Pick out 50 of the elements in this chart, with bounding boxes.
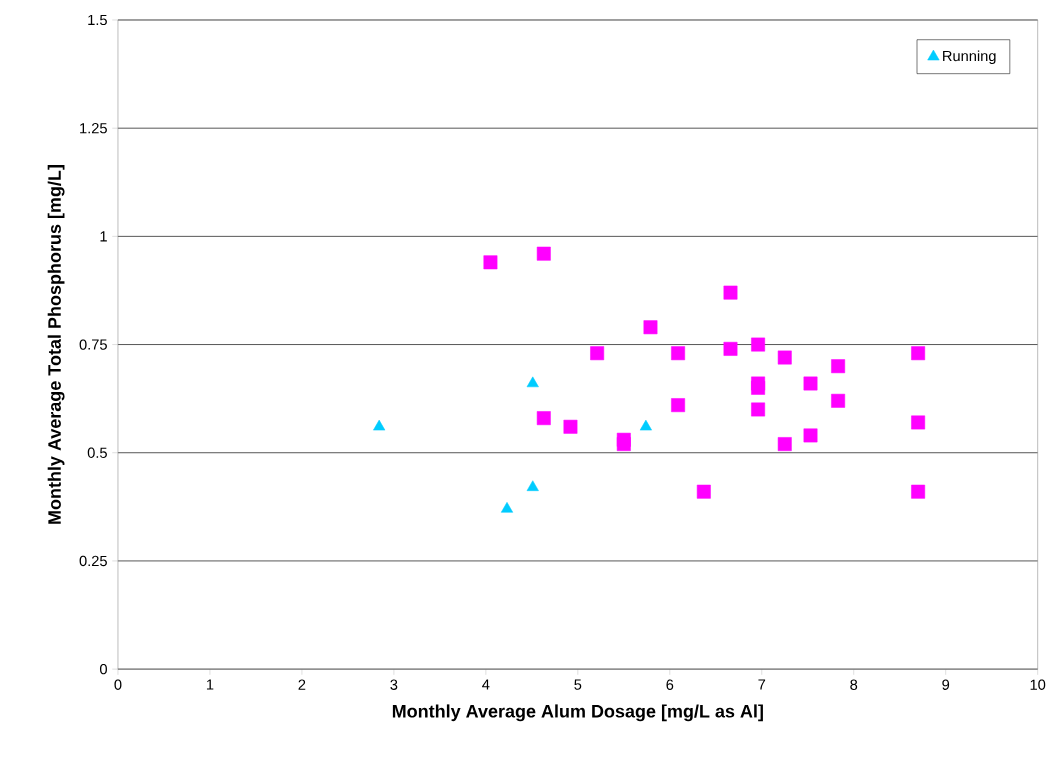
x-tick-label: 3	[390, 679, 398, 690]
point	[831, 359, 846, 374]
x-tick-label: 9	[942, 679, 950, 690]
point	[483, 255, 498, 270]
point	[526, 480, 539, 491]
legend-label: Running	[943, 50, 996, 64]
point	[616, 437, 631, 451]
y-tick-label: 1	[100, 231, 107, 242]
point	[671, 346, 686, 361]
x-tick-label: 10	[1030, 679, 1046, 690]
x-tick-label: 0	[114, 679, 122, 690]
x-tick-label: 2	[298, 679, 306, 690]
point	[751, 402, 766, 417]
point	[563, 419, 578, 434]
point	[777, 437, 792, 451]
point	[590, 346, 605, 361]
y-tick-label: 1.25	[80, 122, 107, 134]
point	[751, 380, 766, 395]
point	[831, 393, 846, 408]
point	[911, 415, 926, 430]
x-tick-label: 6	[666, 679, 674, 690]
x-tick-label: 7	[758, 679, 766, 690]
x-axis-title: Monthly Average Alum Dosage [mg/L as Al]	[392, 704, 763, 722]
point	[696, 484, 711, 499]
point	[911, 346, 926, 361]
point	[643, 320, 658, 335]
point	[639, 419, 652, 431]
y-axis-title: Monthly Average Total Phosphorus [mg/L]	[47, 165, 65, 524]
point	[373, 419, 386, 431]
y-tick-label: 0.25	[79, 555, 107, 567]
point	[911, 484, 926, 499]
point	[723, 341, 738, 356]
x-tick-label: 1	[206, 679, 214, 690]
x-tick-label: 5	[574, 679, 582, 690]
y-tick-label: 0.5	[87, 447, 107, 458]
x-tick-label: 4	[482, 679, 490, 690]
point	[526, 376, 539, 388]
point	[777, 350, 792, 365]
point	[536, 246, 551, 261]
y-tick-label: 0.75	[79, 339, 107, 350]
x-tick-label: 8	[850, 679, 858, 690]
point	[500, 502, 514, 513]
point	[671, 398, 686, 413]
point	[536, 411, 551, 426]
y-tick-label: 1.5	[88, 14, 107, 26]
point	[803, 376, 818, 391]
point	[751, 337, 766, 352]
y-tick-label: 0	[99, 663, 107, 675]
point	[803, 428, 818, 443]
point	[723, 285, 738, 300]
